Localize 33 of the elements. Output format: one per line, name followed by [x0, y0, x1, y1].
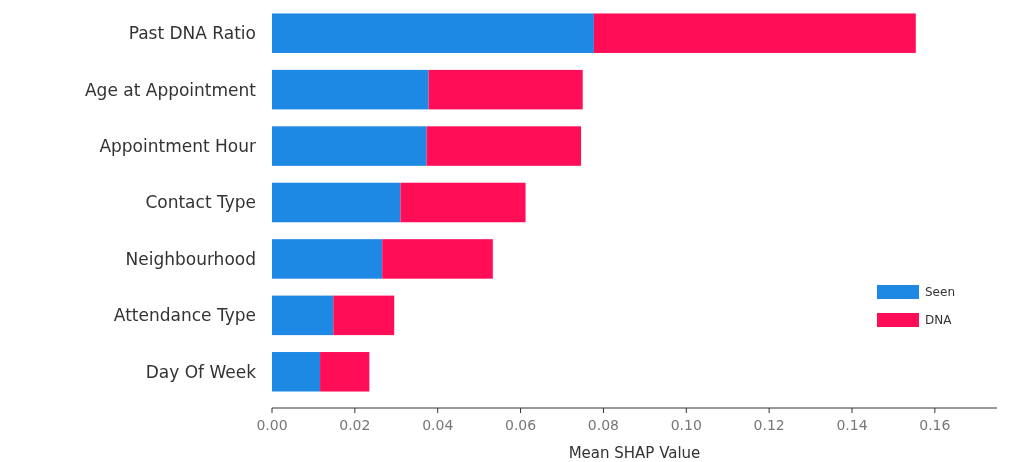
- bar: [320, 352, 370, 392]
- x-tick-label: 0.12: [753, 417, 785, 433]
- bar: [428, 69, 583, 110]
- legend-label: DNA: [925, 313, 953, 328]
- y-tick-label: Attendance Type: [113, 305, 256, 326]
- bar: [272, 126, 427, 166]
- bar: [272, 295, 334, 336]
- legend-label: Seen: [925, 285, 955, 300]
- bar: [272, 69, 429, 110]
- y-tick-label: Past DNA Ratio: [128, 23, 256, 44]
- bar: [333, 295, 395, 336]
- y-tick-label: Day Of Week: [145, 361, 257, 382]
- bar: [272, 239, 383, 279]
- bar: [426, 126, 582, 166]
- bar: [400, 182, 526, 223]
- x-tick-label: 0.16: [919, 417, 951, 433]
- x-tick-label: 0.02: [339, 417, 371, 433]
- bar: [272, 182, 401, 223]
- bar: [593, 13, 916, 53]
- x-tick-label: 0.08: [587, 417, 620, 433]
- x-tick-label: 0.14: [836, 417, 868, 433]
- y-tick-label: Appointment Hour: [99, 136, 256, 157]
- x-axis-title: Mean SHAP Value: [568, 444, 701, 462]
- y-tick-label: Contact Type: [145, 192, 256, 213]
- bar: [272, 13, 594, 53]
- y-tick-label: Age at Appointment: [84, 79, 257, 100]
- x-tick-label: 0.06: [504, 417, 537, 433]
- y-tick-label: Neighbourhood: [125, 248, 256, 269]
- bar: [382, 239, 493, 279]
- x-tick-label: 0.04: [422, 417, 454, 433]
- x-tick-label: 0.00: [256, 417, 288, 433]
- bar: [272, 352, 321, 392]
- x-tick-label: 0.10: [670, 417, 702, 433]
